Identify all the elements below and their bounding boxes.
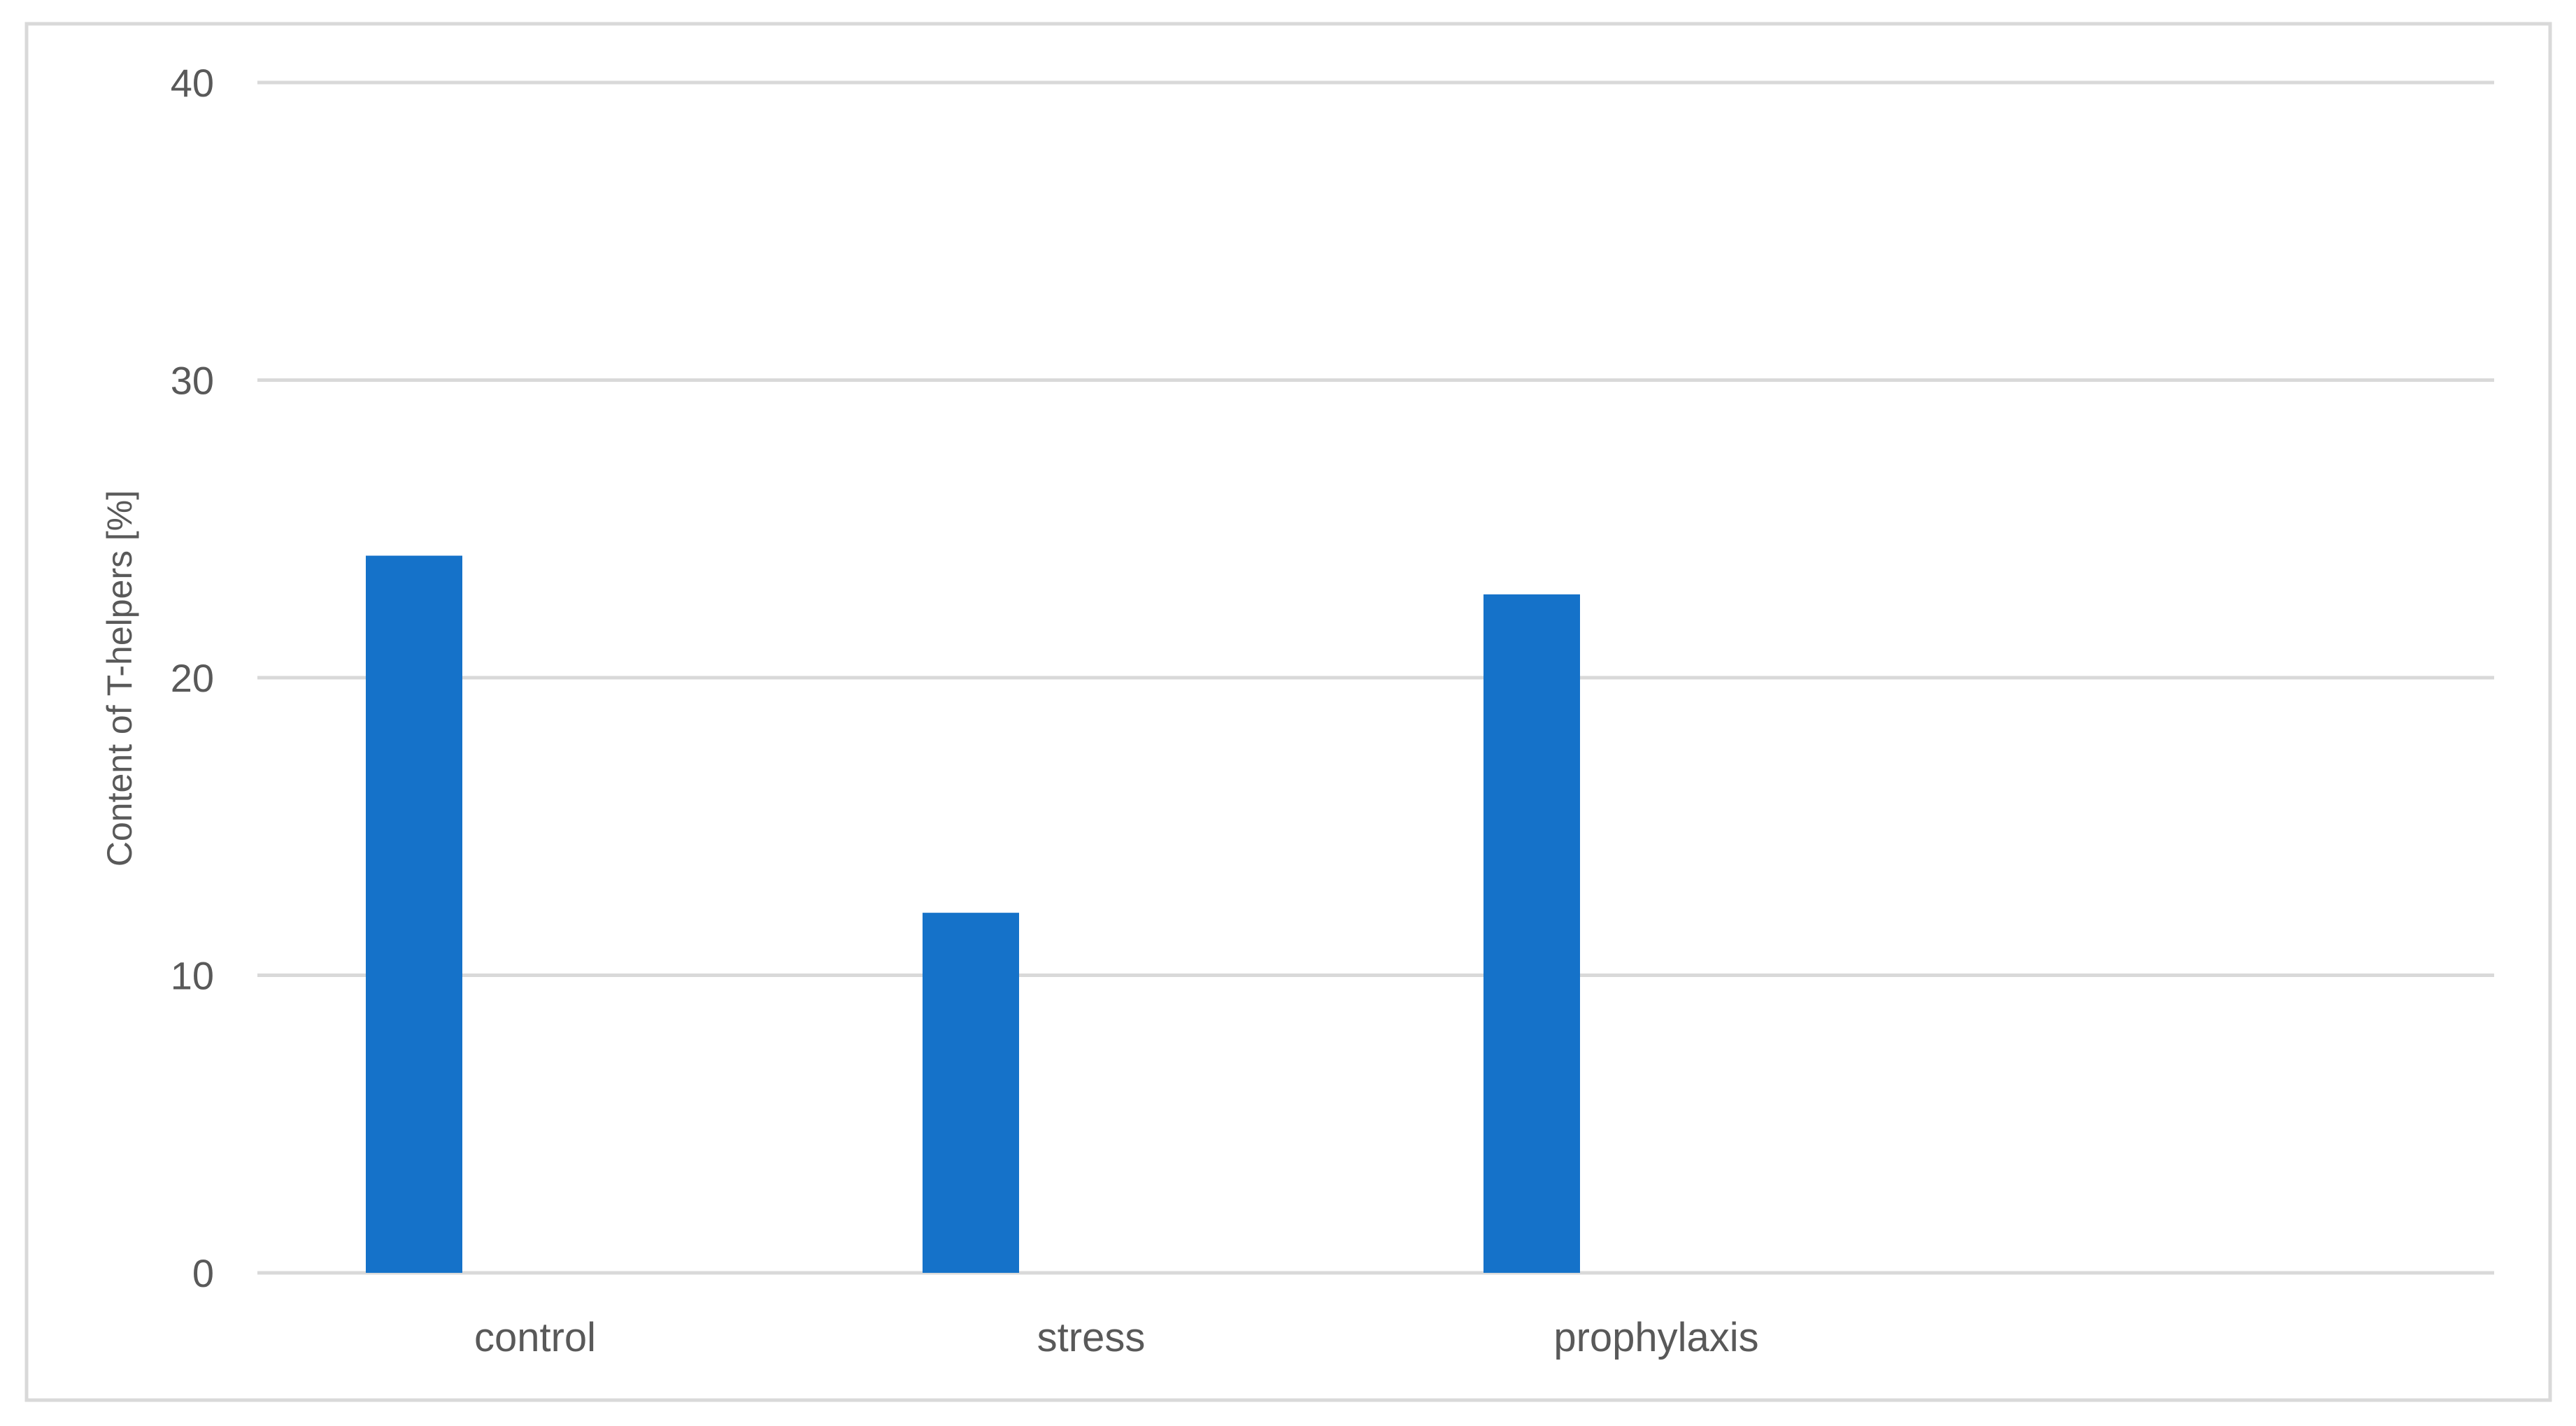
- y-tick-label: 30: [171, 359, 214, 403]
- x-axis-ticks: control stress prophylaxis: [474, 1315, 1759, 1360]
- x-tick-label-prophylaxis: prophylaxis: [1553, 1315, 1758, 1360]
- x-tick-label-control: control: [474, 1315, 596, 1360]
- y-axis-title: Content of T-helpers [%]: [100, 490, 139, 867]
- bar-stress: [923, 913, 1019, 1273]
- y-tick-label: 10: [171, 954, 214, 998]
- gridlines: [257, 80, 2494, 1275]
- bar-prophylaxis: [1483, 594, 1580, 1273]
- bars: [366, 555, 1580, 1274]
- y-tick-label: 40: [171, 61, 214, 105]
- x-tick-label-stress: stress: [1037, 1315, 1146, 1360]
- bar-control: [366, 555, 462, 1274]
- y-axis-ticks: 0 10 20 30 40: [171, 61, 214, 1295]
- y-tick-label: 0: [192, 1251, 214, 1295]
- y-tick-label: 20: [171, 656, 214, 700]
